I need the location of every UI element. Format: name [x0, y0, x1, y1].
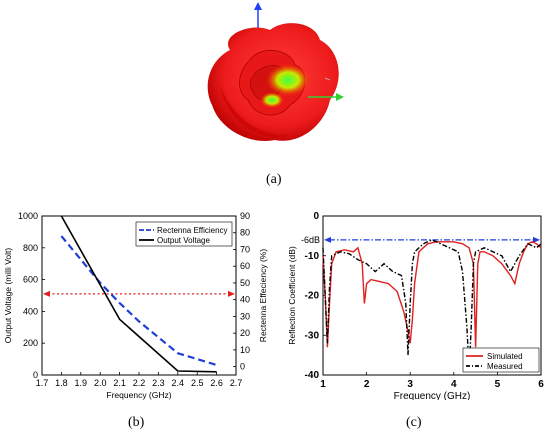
x-tick-label: 1	[320, 379, 326, 390]
x-tick-label: 2.0	[94, 378, 107, 388]
x-tick-label: 2.5	[191, 378, 204, 388]
x-tick-label: 1.9	[75, 378, 88, 388]
radiation-pattern-3d	[207, 2, 344, 141]
x-tick-label: 1.7	[36, 378, 49, 388]
legend-label: Measured	[487, 362, 523, 371]
legend-label: Simulated	[487, 352, 523, 361]
x-tick-label: 6	[538, 379, 544, 390]
x-tick-label: 2.4	[172, 378, 185, 388]
y-tick-label: -10	[305, 251, 320, 262]
y-axis-title: Reflection Coefficient (dB)	[287, 246, 297, 345]
reference-arrow-right	[533, 236, 540, 243]
reference-arrow-left	[324, 236, 331, 243]
y-tick-label: 0	[313, 211, 319, 222]
x-axis-title: Frequency (GHz)	[394, 391, 471, 400]
legend-label: Output Voltage	[157, 236, 210, 245]
y-tick-label: -20	[305, 291, 320, 302]
y-right-tick-label: 60	[240, 261, 250, 271]
x-tick-label: 2.1	[113, 378, 126, 388]
reference-arrow-right	[228, 290, 235, 297]
y-right-tick-label: 30	[240, 311, 250, 321]
y-right-tick-label: 80	[240, 228, 250, 238]
y-right-tick-label: 20	[240, 328, 250, 338]
y-left-axis-title: Output Voltage (milli Volt)	[3, 248, 13, 344]
series-line-1	[322, 241, 542, 348]
panel-b-label: (b)	[128, 415, 145, 430]
x-tick-label: 2.2	[133, 378, 146, 388]
y-right-tick-label: 0	[240, 362, 245, 372]
y-left-tick-label: 1000	[18, 211, 38, 221]
y-tick-label: -30	[305, 330, 320, 341]
series-line-1	[60, 235, 217, 367]
x-tick-label: 2.7	[230, 378, 243, 388]
y-right-tick-label: 10	[240, 345, 250, 355]
legend-label: Rectenna Efficiency	[157, 226, 228, 235]
x-tick-label: 5	[495, 379, 501, 390]
x-tick-label: 1.8	[55, 378, 68, 388]
chart-c: 1 2 3 4 5 6 0 -10 -20 -30 -40 Frequency (GHz) Reflec…	[287, 211, 544, 400]
series-line-2	[322, 239, 542, 372]
x-tick-label: 4	[451, 379, 457, 390]
panel-c-label: (c)	[406, 415, 422, 430]
series-line-2	[60, 215, 217, 373]
x-tick-label: 2	[364, 379, 370, 390]
y-right-tick-label: 40	[240, 295, 250, 305]
reference-arrow-left	[43, 290, 50, 297]
y-tick-label: -40	[305, 370, 320, 381]
y-left-tick-label: 800	[23, 243, 38, 253]
reference-annotation: -6dB	[301, 235, 320, 245]
x-tick-label: 3	[407, 379, 413, 390]
y-right-axis-title: Rectenna Effeciency (%)	[258, 249, 268, 343]
y-right-tick-label: 50	[240, 278, 250, 288]
y-right-tick-label: 90	[240, 211, 250, 221]
y-left-tick-label: 400	[23, 306, 38, 316]
chart-b: 1.7 1.8 1.9 2.0 2.1 2.2 2.3 2.4 2.5 2.6 2.70200400…	[3, 211, 268, 400]
legend-box	[462, 347, 540, 373]
y-left-tick-label: 0	[33, 370, 38, 380]
panel-a-label: (a)	[266, 172, 282, 187]
x-axis-title: Frequency (GHz)	[106, 390, 171, 400]
legend-box	[135, 221, 233, 247]
x-tick-label: 2.3	[152, 378, 165, 388]
y-left-tick-label: 200	[23, 338, 38, 348]
y-right-tick-label: 70	[240, 244, 250, 254]
x-tick-label: 2.6	[210, 378, 223, 388]
y-left-tick-label: 600	[23, 275, 38, 285]
